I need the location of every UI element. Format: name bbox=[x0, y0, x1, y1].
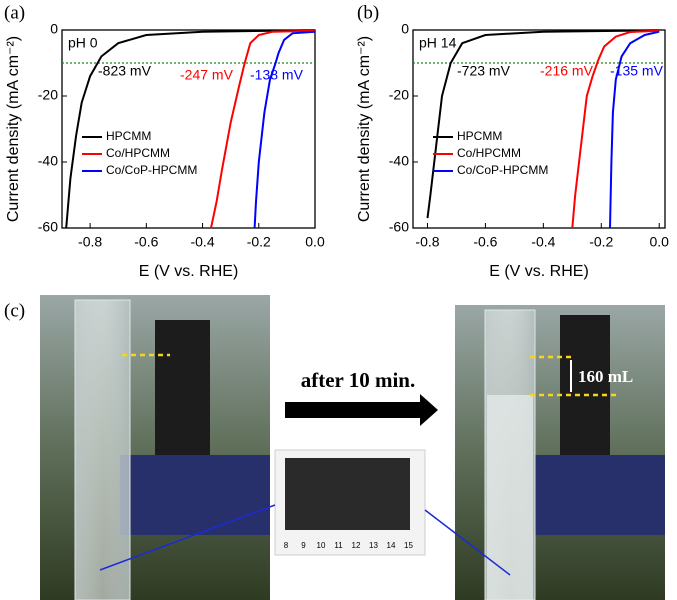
plot-frame bbox=[412, 29, 666, 229]
line bbox=[571, 29, 660, 229]
legend-label: HPCMM bbox=[457, 129, 502, 143]
y-tick-label: -20 bbox=[389, 87, 409, 103]
x-tick-label: -0.2 bbox=[247, 234, 271, 250]
legend-label: HPCMM bbox=[106, 129, 151, 143]
line bbox=[65, 29, 316, 229]
line bbox=[210, 29, 316, 229]
legend-label: Co/HPCMM bbox=[106, 146, 170, 160]
x-tick-label: -0.8 bbox=[78, 234, 102, 250]
x-tick-label: -0.4 bbox=[190, 234, 214, 250]
y-tick-label: -20 bbox=[38, 87, 58, 103]
pointer bbox=[424, 509, 511, 576]
volume-text: 160 mL bbox=[578, 367, 633, 386]
arrow-text: after 10 min. bbox=[301, 368, 416, 392]
line bbox=[253, 30, 316, 229]
x-tick-label: -0.6 bbox=[473, 234, 497, 250]
legend-label: Co/CoP-HPCMM bbox=[106, 163, 197, 177]
y-axis-label: Current density (mA cm⁻²) bbox=[356, 36, 373, 222]
annotation: -723 mV bbox=[457, 63, 511, 79]
ruler-label: 8 bbox=[284, 541, 289, 550]
annotation: -138 mV bbox=[250, 67, 304, 83]
sample bbox=[285, 458, 410, 530]
condition-label: pH 14 bbox=[419, 35, 457, 51]
panel-label: (a) bbox=[4, 2, 25, 23]
y-axis-label: Current density (mA cm⁻²) bbox=[5, 36, 22, 222]
legend-label: Co/HPCMM bbox=[457, 146, 521, 160]
y-tick-label: -40 bbox=[389, 153, 409, 169]
legend-label: Co/CoP-HPCMM bbox=[457, 163, 548, 177]
x-tick-label: -0.6 bbox=[134, 234, 158, 250]
pointer bbox=[99, 504, 276, 571]
annotation: -823 mV bbox=[98, 63, 152, 79]
ruler-label: 15 bbox=[404, 541, 413, 550]
plot-frame bbox=[61, 29, 316, 229]
x-tick-label: 0.0 bbox=[649, 234, 669, 250]
x-tick-label: -0.4 bbox=[531, 234, 555, 250]
panel-label: (b) bbox=[357, 2, 379, 23]
annotation: -135 mV bbox=[610, 63, 664, 79]
y-tick-label: -40 bbox=[38, 153, 58, 169]
panel-label: (c) bbox=[4, 300, 25, 321]
x-tick-label: -0.2 bbox=[589, 234, 613, 250]
ruler-label: 11 bbox=[334, 541, 343, 550]
annotation: -216 mV bbox=[540, 63, 594, 79]
x-axis-label: E (V vs. RHE) bbox=[489, 263, 589, 280]
photo-right bbox=[455, 305, 665, 600]
annotation: -247 mV bbox=[180, 67, 234, 83]
photo-left bbox=[40, 295, 270, 600]
ruler-label: 10 bbox=[317, 541, 326, 550]
big-arrow bbox=[285, 394, 438, 426]
y-tick-label: 0 bbox=[50, 21, 58, 37]
ruler-label: 14 bbox=[387, 541, 396, 550]
ruler-label: 9 bbox=[301, 541, 306, 550]
x-tick-label: 0.0 bbox=[305, 234, 325, 250]
x-tick-label: -0.8 bbox=[415, 234, 439, 250]
y-tick-label: -60 bbox=[38, 219, 58, 235]
x-axis-label: E (V vs. RHE) bbox=[139, 263, 239, 280]
ruler-label: 12 bbox=[352, 541, 361, 550]
ruler-label: 13 bbox=[369, 541, 378, 550]
level-markers bbox=[122, 353, 620, 397]
y-tick-label: 0 bbox=[401, 21, 409, 37]
line bbox=[426, 29, 660, 219]
line bbox=[609, 30, 660, 229]
y-tick-label: -60 bbox=[389, 219, 409, 235]
condition-label: pH 0 bbox=[68, 35, 98, 51]
